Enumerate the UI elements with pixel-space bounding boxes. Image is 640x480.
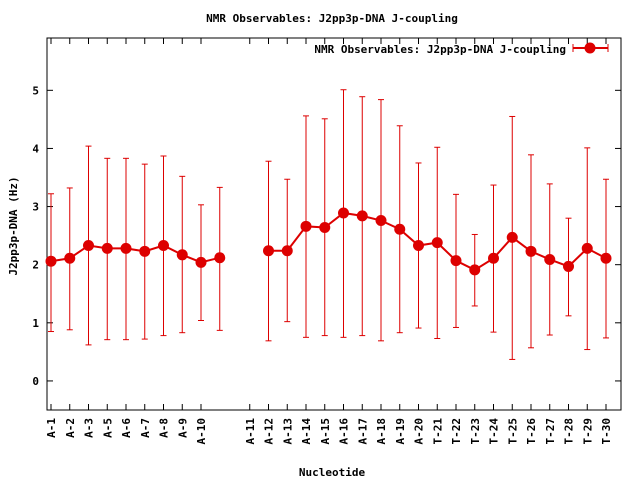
x-tick-label: T-28 [563, 418, 576, 445]
x-tick-label: A-15 [319, 418, 332, 445]
data-point [338, 207, 349, 219]
x-tick-label: T-26 [525, 418, 538, 445]
data-point [101, 242, 113, 254]
data-point [450, 255, 462, 267]
series-line [50, 244, 220, 264]
x-tick-label: A-10 [195, 418, 208, 445]
data-point [300, 220, 312, 232]
x-tick-label: T-25 [506, 418, 519, 445]
y-tick-label: 1 [32, 317, 39, 330]
data-point [506, 231, 518, 243]
data-point [431, 237, 443, 249]
x-tick-label: A-17 [356, 418, 369, 445]
data-point [158, 240, 169, 252]
plot-area: 0 1 2 3 4 5 A-1 A-2 A-3 A-5 A-6 A-7 A-8 A-9 A-10 A-11 A-… [32, 37, 622, 445]
x-tick-label: A-13 [281, 418, 294, 445]
y-tick-label: 2 [32, 259, 39, 272]
data-point [581, 242, 593, 254]
x-tick-label: A-3 [83, 418, 96, 438]
x-tick-label: A-20 [413, 418, 426, 445]
x-tick-label: A-19 [394, 418, 407, 445]
x-tick-label: A-6 [120, 418, 133, 438]
data-point [600, 252, 612, 264]
data-point [525, 245, 537, 257]
data-point [394, 223, 406, 235]
data-point [139, 245, 151, 257]
data-point [120, 242, 132, 254]
data-point [176, 249, 188, 261]
x-tick-label: A-12 [263, 418, 276, 445]
x-tick-label: A-8 [158, 418, 171, 438]
data-point [195, 256, 207, 268]
data-point [563, 260, 574, 272]
x-tick-label: A-2 [64, 418, 77, 438]
x-tick-label: A-1 [45, 418, 58, 438]
data-point [319, 221, 331, 233]
data-point [375, 215, 387, 227]
chart-title: NMR Observables: J2pp3p-DNA J-coupling [206, 12, 458, 25]
data-point [413, 240, 424, 252]
data-point [263, 245, 274, 257]
data-point [488, 252, 499, 264]
data-point [45, 255, 57, 267]
data-point [83, 240, 94, 252]
y-tick-label: 3 [32, 201, 39, 214]
data-point [469, 264, 481, 276]
x-tick-label: T-23 [469, 418, 482, 445]
legend-label: NMR Observables: J2pp3p-DNA J-coupling [314, 43, 566, 56]
data-point [544, 253, 556, 265]
plot-frame [46, 37, 622, 411]
data-point [64, 252, 76, 264]
y-tick-label: 0 [32, 375, 39, 388]
x-tick-label: A-7 [139, 418, 152, 438]
legend-marker [584, 42, 596, 54]
x-tick-label: A-5 [101, 418, 114, 438]
x-tick-label: T-29 [581, 418, 594, 445]
y-axis-label: J2pp3p-DNA (Hz) [7, 176, 20, 275]
x-tick-label: T-22 [450, 418, 463, 445]
x-tick-label: A-16 [338, 418, 351, 445]
data-point [214, 252, 226, 264]
x-tick-label: A-11 [244, 418, 257, 445]
data-point [281, 245, 293, 257]
x-tick-label: A-18 [375, 418, 388, 445]
x-tick-label: A-14 [300, 418, 313, 445]
x-axis-label: Nucleotide [299, 466, 366, 479]
x-tick-label: T-30 [600, 418, 613, 445]
x-tick-label: T-27 [544, 418, 557, 445]
data-point [356, 210, 368, 222]
x-tick-label: A-9 [176, 418, 189, 438]
x-tick-label: T-24 [488, 418, 501, 445]
y-tick-label: 4 [32, 142, 39, 155]
x-tick-label: T-21 [431, 418, 444, 445]
legend: NMR Observables: J2pp3p-DNA J-coupling [314, 42, 609, 56]
y-tick-label: 5 [32, 84, 39, 97]
